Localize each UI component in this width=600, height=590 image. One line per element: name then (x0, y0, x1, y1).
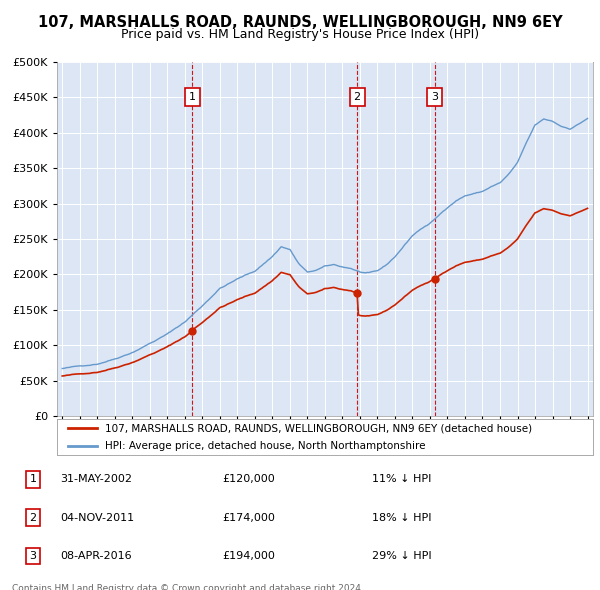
Text: 1: 1 (29, 474, 37, 484)
Text: 11% ↓ HPI: 11% ↓ HPI (372, 474, 431, 484)
Text: 2: 2 (29, 513, 37, 523)
Text: 29% ↓ HPI: 29% ↓ HPI (372, 551, 431, 561)
Text: 1: 1 (188, 93, 196, 102)
Text: 3: 3 (29, 551, 37, 561)
Text: £120,000: £120,000 (222, 474, 275, 484)
Text: £174,000: £174,000 (222, 513, 275, 523)
Text: Price paid vs. HM Land Registry's House Price Index (HPI): Price paid vs. HM Land Registry's House … (121, 28, 479, 41)
Text: 31-MAY-2002: 31-MAY-2002 (60, 474, 132, 484)
Text: 18% ↓ HPI: 18% ↓ HPI (372, 513, 431, 523)
Text: 04-NOV-2011: 04-NOV-2011 (60, 513, 134, 523)
Text: 107, MARSHALLS ROAD, RAUNDS, WELLINGBOROUGH, NN9 6EY (detached house): 107, MARSHALLS ROAD, RAUNDS, WELLINGBORO… (105, 423, 532, 433)
Text: 3: 3 (431, 93, 438, 102)
Text: £194,000: £194,000 (222, 551, 275, 561)
Text: 08-APR-2016: 08-APR-2016 (60, 551, 131, 561)
Text: 2: 2 (353, 93, 361, 102)
Text: HPI: Average price, detached house, North Northamptonshire: HPI: Average price, detached house, Nort… (105, 441, 426, 451)
Text: 107, MARSHALLS ROAD, RAUNDS, WELLINGBOROUGH, NN9 6EY: 107, MARSHALLS ROAD, RAUNDS, WELLINGBORO… (38, 15, 562, 30)
Text: Contains HM Land Registry data © Crown copyright and database right 2024.
This d: Contains HM Land Registry data © Crown c… (12, 584, 364, 590)
